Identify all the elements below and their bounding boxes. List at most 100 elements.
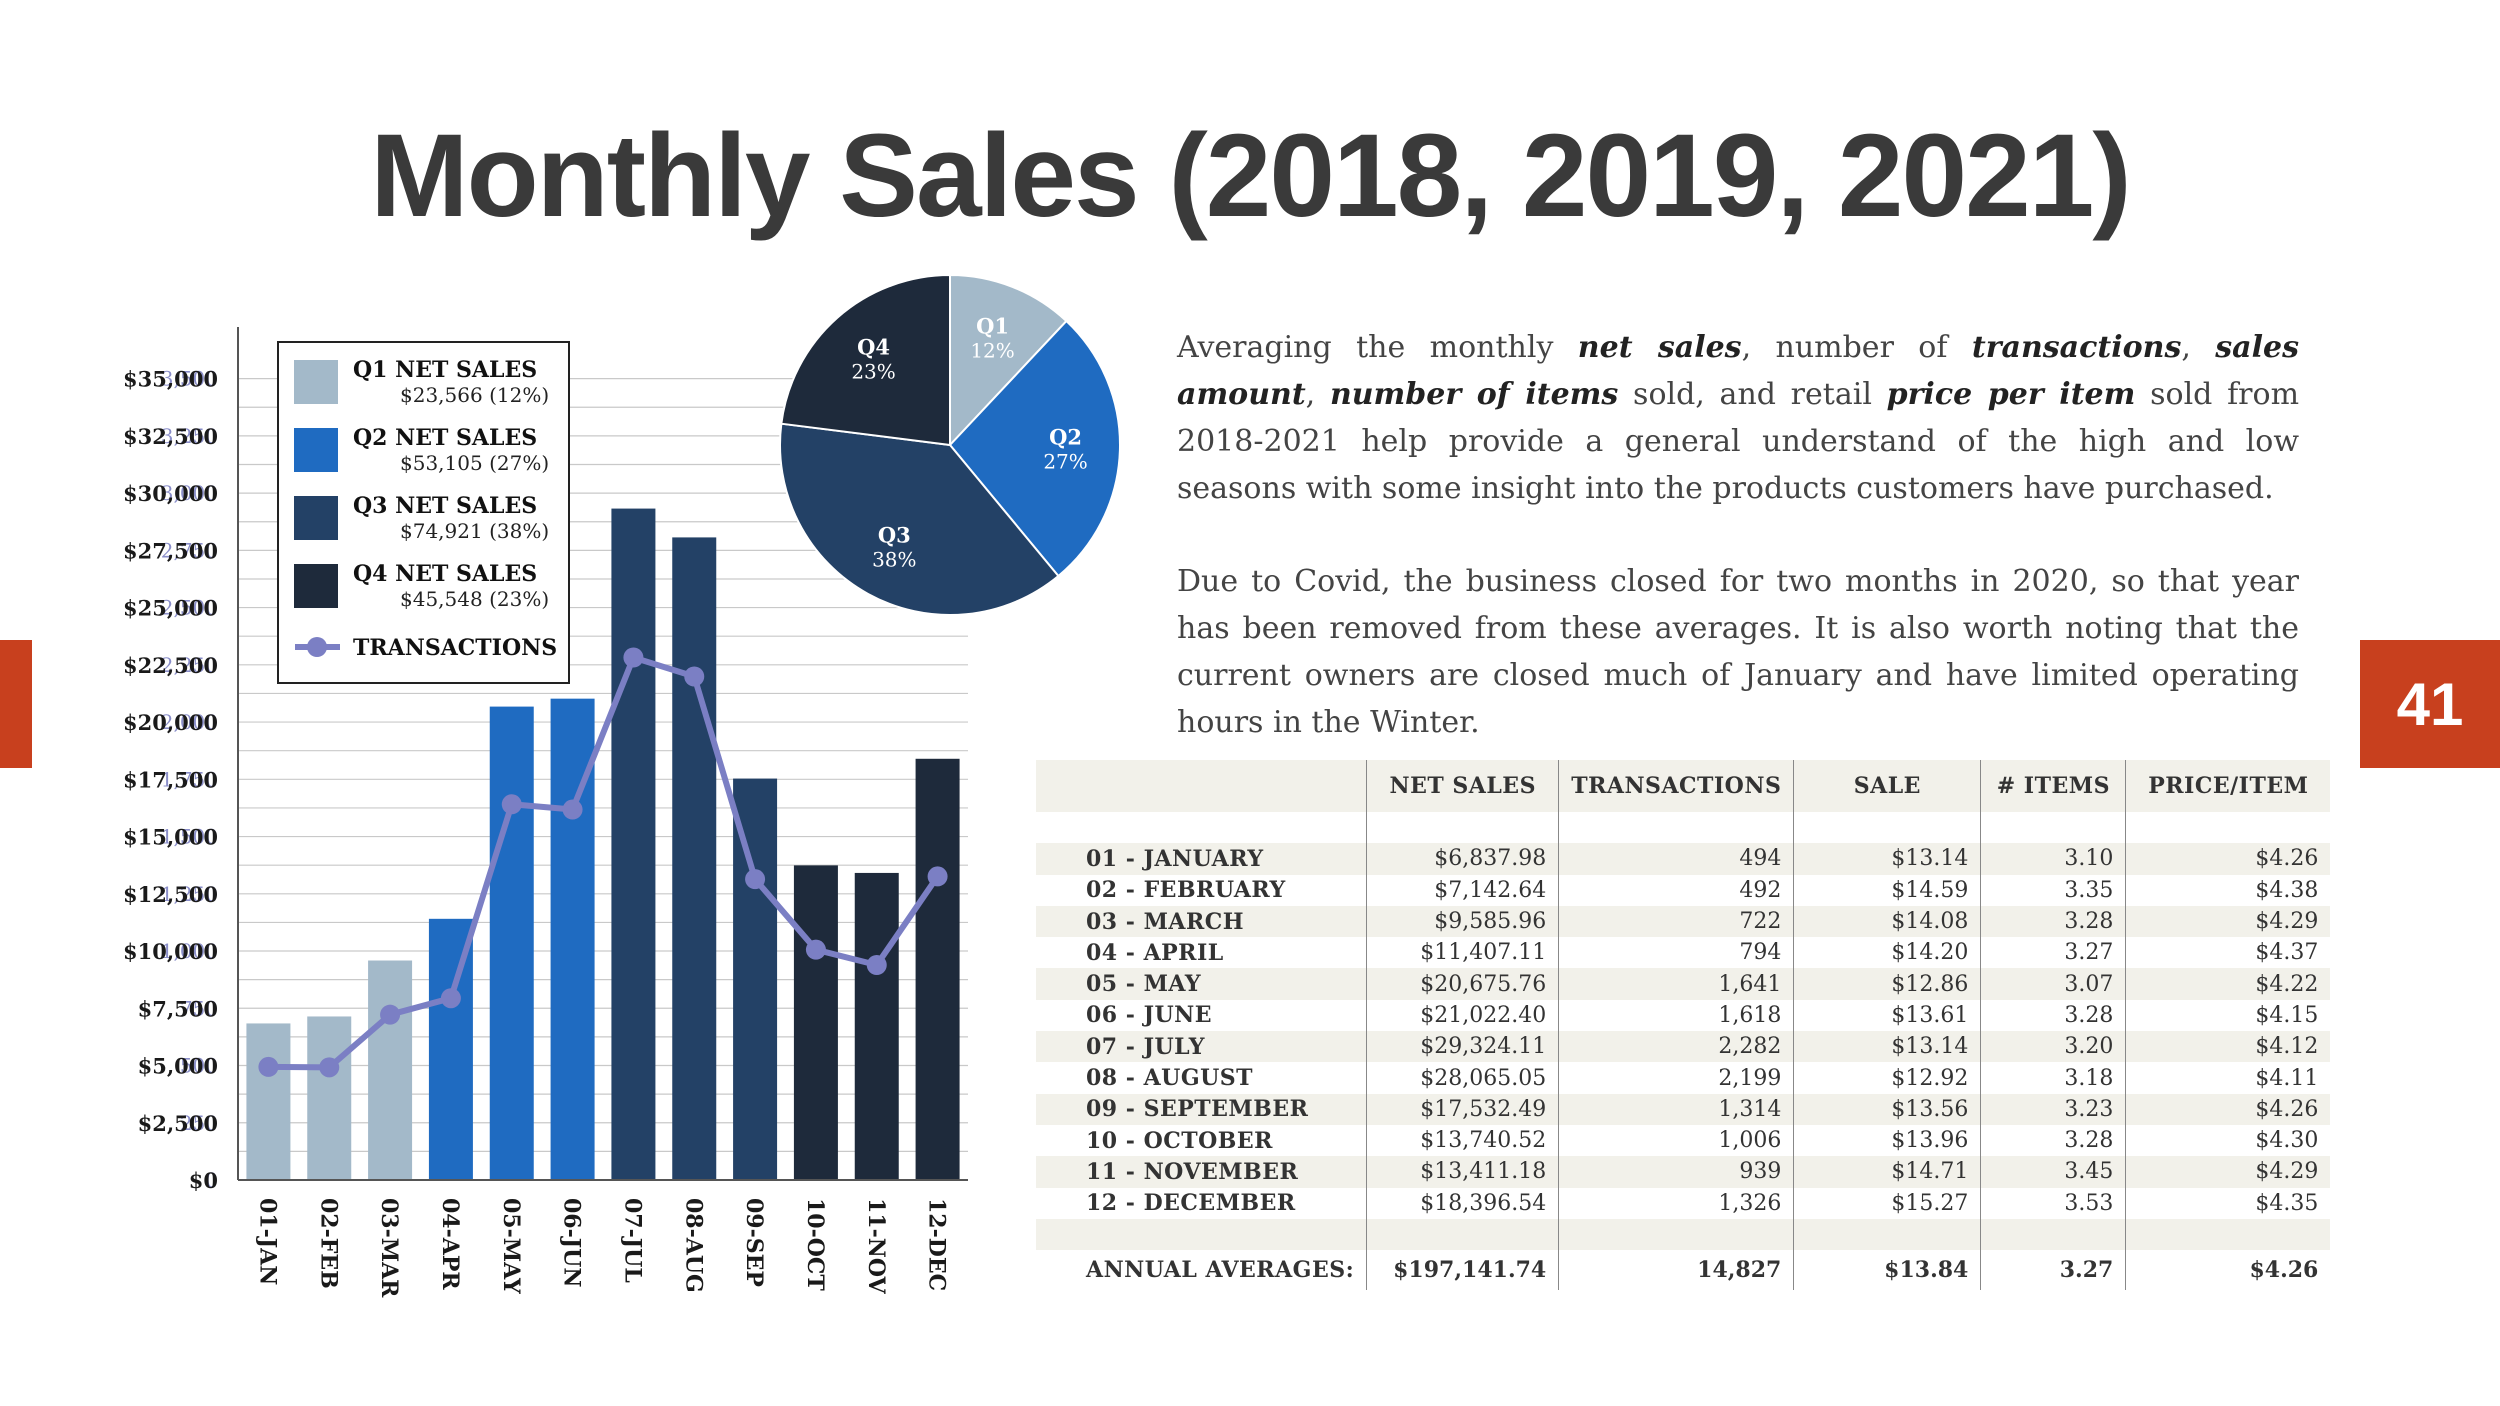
right-axis-tick: 750 (180, 996, 218, 1020)
table-cell: 939 (1558, 1156, 1794, 1188)
transactions-point-04-apr (440, 988, 461, 1009)
bar-07-jul (611, 508, 656, 1181)
left-axis-tick: $20,000 (123, 710, 218, 735)
table-cell: $4.11 (2125, 1062, 2331, 1094)
monthly-averages-table: NET SALES TRANSACTIONS SALE # ITEMS PRICE/IT… (1036, 760, 2331, 1291)
table-cell: 1,641 (1558, 968, 1794, 1000)
pie-slice-q2 (948, 319, 1121, 578)
row-label: 06 - JUNE (1086, 1002, 1213, 1029)
table-row: 10 - OCTOBER $13,740.52 1,006 $13.96 3.28 $4.… (1036, 1124, 2331, 1157)
bar-02-feb (307, 1016, 352, 1180)
chart-tick-labels: 0 250 500 750 1,000 1,250 1,500 1,750 2,000 2,250… (123, 367, 218, 1193)
left-axis-tick: $17,500 (123, 767, 218, 792)
description: Averaging the monthly net sales, number … (1177, 324, 2299, 792)
table-cell: 3.35 (1980, 874, 2126, 906)
transactions-point-12-dec (927, 866, 948, 887)
table-row: 02 - FEBRUARY $7,142.64 492 $14.59 3.35 $4.38 (1036, 874, 2331, 906)
emphasis-term: sales amount (1177, 330, 2299, 412)
category-label: 09-SEP (741, 1198, 767, 1287)
category-label: 11-NOV (863, 1198, 889, 1295)
pie-percent: 38% (872, 547, 916, 571)
right-axis-tick: 1,500 (161, 825, 218, 849)
legend-label: Q3 NET SALES (353, 493, 537, 519)
table-header-row: NET SALES TRANSACTIONS SALE # ITEMS PRICE/IT… (1036, 760, 2331, 812)
table-cell: $4.26 (2125, 1093, 2331, 1125)
bar-10-oct (793, 865, 838, 1180)
right-axis-tick: 3,500 (161, 367, 218, 391)
page-title: Monthly Sales (2018, 2019, 2021) (370, 110, 2131, 242)
legend-sublabel: $45,548 (23%) (400, 587, 549, 611)
category-label: 01-JAN (254, 1198, 280, 1285)
transactions-point-07-jul (623, 647, 644, 668)
bar-01-jan (246, 1023, 291, 1180)
left-axis-tick: $12,500 (123, 882, 218, 907)
table-cell: 492 (1558, 874, 1794, 906)
table-cell: $4.26 (2125, 1250, 2331, 1291)
row-label: 12 - DECEMBER (1086, 1190, 1296, 1217)
table-cell: $13.96 (1793, 1124, 1981, 1157)
table-row: 05 - MAY $20,675.76 1,641 $12.86 3.07 $4.22 (1036, 968, 2331, 1000)
table-cell: $197,141.74 (1366, 1250, 1559, 1291)
table-cell: $13,740.52 (1366, 1124, 1559, 1157)
table-cell: 722 (1558, 905, 1794, 938)
row-label: 03 - MARCH (1036, 905, 1367, 938)
transactions-point-08-aug (684, 666, 705, 687)
transactions-point-03-mar (380, 1004, 401, 1025)
description-text: sold, and retail (1618, 377, 1887, 412)
table-row: 03 - MARCH $9,585.96 722 $14.08 3.28 $4.29 (1036, 905, 2331, 938)
chart-category-labels: 01-JAN 02-FEB 03-MAR 04-APR 05-MAY 06-JUN 07-J… (254, 1198, 949, 1298)
page-number: 41 (2360, 640, 2500, 768)
table-cell: $20,675.76 (1366, 968, 1559, 1000)
row-label: 04 - APRIL (1086, 939, 1224, 966)
table-cell: 1,618 (1558, 999, 1794, 1032)
table-cell: $13.84 (1793, 1250, 1981, 1291)
table-row: 01 - JANUARY $6,837.98 494 $13.14 3.10 $4.26 (1036, 843, 2331, 875)
pie-label: Q3 (878, 522, 911, 547)
left-axis-tick: $27,500 (123, 538, 218, 563)
table-row: 09 - SEPTEMBER $17,532.49 1,314 $13.56 3.23 $… (1036, 1093, 2331, 1125)
table-cell: $13.61 (1793, 999, 1981, 1032)
table-cell: 1,326 (1558, 1187, 1794, 1219)
row-label: 05 - MAY (1036, 968, 1367, 1000)
table-cell: 3.28 (1980, 905, 2126, 938)
row-label: 11 - NOVEMBER (1036, 1156, 1367, 1188)
table-row: 11 - NOVEMBER $13,411.18 939 $14.71 3.45 $4.2… (1036, 1156, 2331, 1188)
left-axis-tick: $7,500 (138, 996, 218, 1021)
column-header: TRANSACTIONS (1558, 760, 1794, 812)
pie-label: Q1 (976, 314, 1009, 339)
bar-03-mar (368, 960, 413, 1180)
table-cell: $6,837.98 (1366, 843, 1559, 875)
table-row: 08 - AUGUST $28,065.05 2,199 $12.92 3.18 $4.1… (1036, 1062, 2331, 1094)
table-cell: $15.27 (1793, 1187, 1981, 1219)
row-label: 01 - JANUARY (1036, 843, 1367, 875)
emphasis-term: net sales (1577, 330, 1742, 365)
right-axis-tick: 2,250 (161, 653, 218, 677)
table-cell: $14.59 (1793, 874, 1981, 906)
table-cell: $4.15 (2125, 999, 2331, 1032)
left-axis-tick: $5,000 (138, 1054, 218, 1079)
table-cell: $17,532.49 (1366, 1093, 1559, 1125)
table-cell: 3.18 (1980, 1062, 2126, 1094)
table-cell: 3.10 (1980, 843, 2126, 875)
table-cell: $4.12 (2125, 1031, 2331, 1063)
category-label: 12-DEC (924, 1198, 950, 1291)
bar-04-apr (428, 918, 473, 1180)
transactions-point-02-feb (319, 1057, 340, 1078)
left-axis-tick: $35,000 (123, 367, 218, 392)
table-cell: $9,585.96 (1366, 905, 1559, 938)
table-cell: 3.27 (1980, 1250, 2126, 1291)
legend-label: Q4 NET SALES (353, 561, 537, 587)
description-text: , (1305, 377, 1330, 412)
category-label: 05-MAY (498, 1198, 524, 1294)
pie-label: Q4 (857, 334, 890, 359)
left-axis-tick: $15,000 (123, 825, 218, 850)
bar-05-may (489, 706, 534, 1180)
table-cell: $28,065.05 (1366, 1062, 1559, 1094)
right-axis-tick: 3,000 (161, 481, 218, 505)
table-cell: $29,324.11 (1366, 1031, 1559, 1063)
table-cell: $12.92 (1793, 1062, 1981, 1094)
right-axis-tick: 1,250 (161, 882, 218, 906)
table-row: 12 - DECEMBER $18,396.54 1,326 $15.27 3.53 $4… (1036, 1187, 2331, 1219)
description-text: , number of (1741, 330, 1972, 365)
